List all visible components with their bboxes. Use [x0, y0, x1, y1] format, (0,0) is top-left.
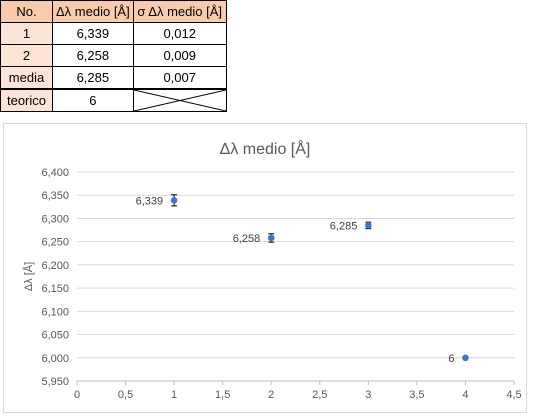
data-points: 6,339 6,258 6,285 6 [136, 194, 469, 365]
value-cell[interactable]: 6,285 [52, 66, 134, 90]
results-table: No. Δλ medio [Å] σ Δλ medio [Å] 1 6,339 … [0, 0, 227, 112]
x-axis-ticks: 0 0,5 1 1,5 2 2,5 3 3,5 4 4,5 [74, 381, 522, 401]
sigma-cell[interactable]: 0,009 [132, 44, 227, 67]
x-tick-label: 2,5 [312, 389, 327, 401]
data-point-label: 6,339 [136, 195, 164, 207]
chart-area[interactable]: Δλ medio [Å] 5,950 6,000 6,050 6,100 6,150 6,… [3, 123, 527, 413]
y-tick-label: 6,150 [41, 283, 69, 295]
table-row: media 6,285 0,007 [0, 66, 227, 90]
y-tick-label: 6,100 [41, 306, 69, 318]
table-row-teorico: teorico 6 [0, 88, 227, 112]
x-tick-label: 0 [74, 389, 80, 401]
row-label-cell[interactable]: 2 [0, 44, 53, 67]
row-label-cell[interactable]: media [0, 66, 53, 90]
x-tick-label: 1 [171, 389, 177, 401]
x-tick-label: 0,5 [118, 389, 133, 401]
table-row: 2 6,258 0,009 [0, 44, 227, 67]
x-tick-label: 4 [462, 389, 468, 401]
x-tick-label: 4,5 [506, 389, 521, 401]
value-cell[interactable]: 6,339 [52, 22, 134, 45]
header-cell-no[interactable]: No. [0, 0, 53, 23]
y-tick-label: 6,300 [41, 213, 69, 225]
sigma-cell[interactable]: 0,007 [132, 66, 227, 90]
y-axis-ticks: 5,950 6,000 6,050 6,100 6,150 6,200 6,250 6,300… [41, 167, 69, 388]
chart-title: Δλ medio [Å] [220, 139, 311, 158]
value-cell[interactable]: 6 [52, 88, 134, 112]
data-point-label: 6,285 [330, 220, 358, 232]
y-tick-label: 6,000 [41, 353, 69, 365]
y-tick-label: 6,400 [41, 167, 69, 179]
x-tick-label: 1,5 [215, 389, 230, 401]
row-label-cell[interactable]: 1 [0, 22, 53, 45]
row-label-cell[interactable]: teorico [0, 88, 53, 112]
sigma-cell[interactable]: 0,012 [132, 22, 227, 45]
y-tick-label: 6,200 [41, 260, 69, 272]
y-tick-label: 6,050 [41, 330, 69, 342]
value-cell[interactable]: 6,258 [52, 44, 134, 67]
data-point-marker [462, 354, 469, 362]
y-tick-label: 6,250 [41, 237, 69, 249]
header-cell-delta-lambda[interactable]: Δλ medio [Å] [52, 0, 134, 23]
y-tick-label: 6,350 [41, 190, 69, 202]
data-point-label: 6,258 [233, 233, 261, 245]
x-tick-label: 3 [365, 389, 371, 401]
empty-crossed-cell[interactable] [132, 88, 227, 112]
y-axis-title: Δλ [Å] [22, 262, 35, 291]
y-tick-label: 5,950 [41, 376, 69, 388]
table-row: 1 6,339 0,012 [0, 22, 227, 45]
data-point-marker [365, 222, 372, 229]
header-cell-sigma[interactable]: σ Δλ medio [Å] [132, 0, 227, 23]
gridlines [77, 171, 514, 382]
data-point-marker [170, 197, 178, 204]
cross-lines [134, 90, 226, 111]
x-tick-label: 3,5 [409, 389, 424, 401]
data-point-label: 6 [448, 353, 454, 365]
table-header-row: No. Δλ medio [Å] σ Δλ medio [Å] [0, 0, 227, 23]
scatter-chart: Δλ medio [Å] 5,950 6,000 6,050 6,100 6,150 6,… [22, 139, 522, 401]
data-point-marker [267, 234, 275, 242]
x-tick-label: 2 [268, 389, 274, 401]
